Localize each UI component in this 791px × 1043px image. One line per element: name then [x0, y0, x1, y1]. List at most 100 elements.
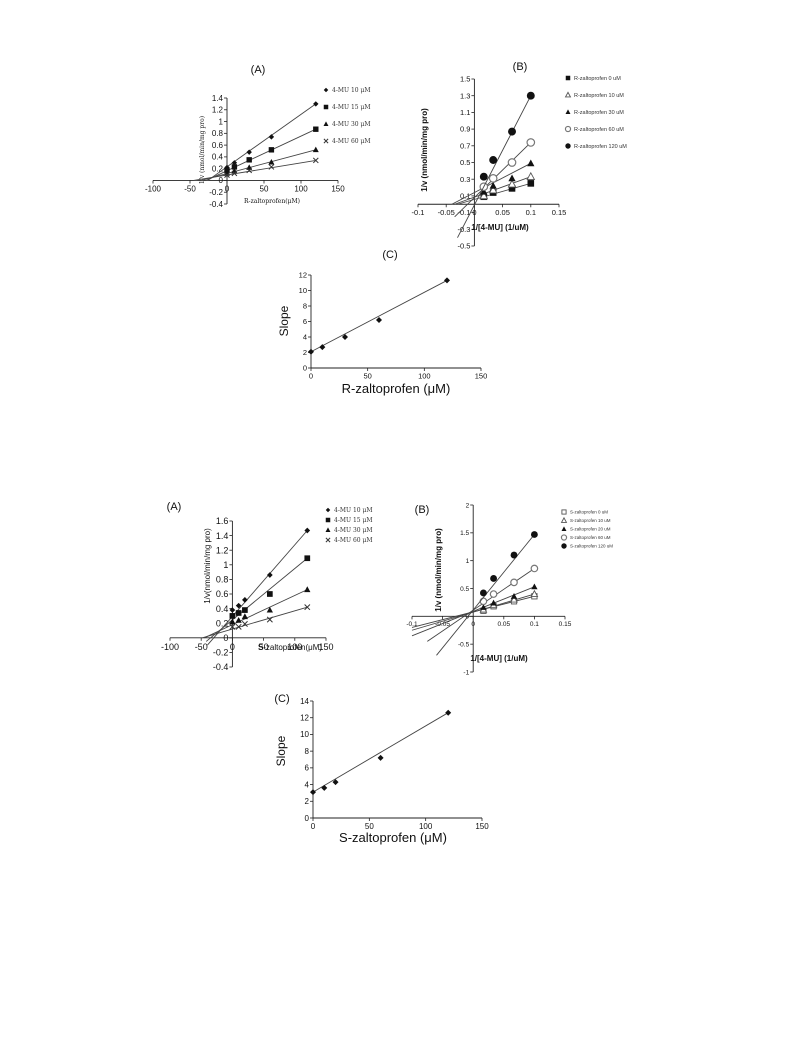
- circle-marker: [561, 543, 567, 549]
- square-marker: [304, 555, 311, 562]
- y-tick-label: -0.4: [213, 662, 229, 672]
- data-series: [308, 277, 450, 355]
- panel-s-c: (C) 0 50 100 150 0 2 4 6 8 10 12 14 S-zaltoprofen (μM…: [274, 693, 489, 845]
- y-tick-label: 1: [466, 558, 470, 565]
- legend-label: 4-MU 10 μM: [334, 507, 373, 514]
- legend-label: 4-MU 60 μM: [334, 537, 373, 544]
- y-tick-label: 1.5: [460, 75, 470, 84]
- x-tick-label: 0: [225, 184, 230, 193]
- x-marker: [268, 164, 275, 170]
- y-tick-label: 1.2: [216, 545, 229, 555]
- triangle-marker: [268, 159, 275, 165]
- data-series: [193, 157, 319, 181]
- triangle-marker: [527, 159, 535, 167]
- data-series: [411, 583, 538, 637]
- diamond-marker: [321, 784, 328, 791]
- open-triangle-marker: [479, 191, 489, 200]
- x-axis-title: R-zaltoprofen (μM): [342, 381, 451, 396]
- data-series: [427, 564, 539, 642]
- y-tick-label: 1.1: [460, 108, 470, 117]
- open-triangle-marker: [510, 595, 518, 603]
- data-series: [454, 138, 536, 218]
- diamond-marker: [342, 334, 348, 340]
- x-tick-label: -50: [195, 642, 208, 652]
- fit-line: [310, 280, 448, 353]
- square-marker: [246, 157, 252, 163]
- square-marker: [313, 126, 319, 132]
- y-tick-label: 2: [303, 348, 307, 357]
- y-tick-label: 0.4: [216, 604, 229, 614]
- diamond-marker: [323, 87, 329, 93]
- x-tick-label: -50: [184, 184, 196, 193]
- open-circle-marker: [488, 174, 498, 183]
- x-tick-label: 50: [259, 642, 269, 652]
- y-tick-label: 2: [466, 502, 470, 509]
- circle-marker: [510, 551, 518, 559]
- x-marker: [304, 604, 311, 611]
- open-triangle-marker: [560, 516, 568, 523]
- legend-label: S-zaltoprofen 0 uM: [570, 510, 608, 515]
- fit-line: [427, 568, 535, 642]
- y-tick-label: 1.4: [212, 94, 224, 103]
- y-tick-label: 0.7: [460, 141, 470, 150]
- triangle-marker: [480, 187, 488, 195]
- triangle-marker: [489, 182, 497, 189]
- diamond-marker: [231, 160, 238, 166]
- triangle-marker: [312, 146, 319, 153]
- x-axis-title: 1/[4-MU] (1/uM): [471, 223, 529, 232]
- diamond-marker: [308, 348, 314, 355]
- x-tick-label: 50: [363, 372, 371, 381]
- y-tick-label: 8: [305, 747, 310, 756]
- legend-item: S-zaltoprofen 10 uM: [560, 516, 611, 523]
- legend-item: S-zaltoprofen 20 uM: [561, 526, 611, 532]
- x-tick-label: -0.05: [438, 208, 455, 217]
- legend-item: R-zaltoprofen 120 uM: [565, 143, 627, 150]
- y-tick-label: -1: [463, 669, 469, 676]
- y-tick-label: -0.4: [209, 200, 223, 209]
- x-tick-label: 150: [475, 372, 488, 381]
- diamond-marker: [313, 101, 319, 107]
- y-axis-title: 1/v (nmol/min/mg pro): [199, 116, 206, 184]
- y-tick-label: 0.2: [216, 618, 229, 628]
- x-marker: [312, 157, 319, 164]
- fit-line: [451, 162, 532, 205]
- fit-line: [312, 712, 449, 793]
- y-axis-title: Slope: [277, 305, 291, 336]
- y-tick-label: 12: [299, 271, 307, 280]
- open-circle-marker: [510, 578, 518, 587]
- open-circle-marker: [530, 564, 539, 573]
- triangle-marker: [323, 121, 329, 126]
- x-tick-label: 50: [365, 822, 374, 831]
- y-tick-label: 1.2: [212, 106, 224, 115]
- open-circle-marker: [479, 597, 488, 606]
- x-marker: [229, 623, 236, 630]
- x-marker: [246, 167, 253, 174]
- fit-line: [193, 159, 316, 181]
- x-axis-title: 1/[4-MU] (1/uM): [470, 654, 528, 663]
- y-tick-label: 1.6: [216, 516, 229, 526]
- diamond-marker: [310, 789, 316, 796]
- legend-item: 4-MU 30 μM: [323, 121, 371, 128]
- data-series: [454, 171, 536, 205]
- panel-s-b: (B)-0.1-0.0500.050.10.15-1-0.500.511.521…: [406, 502, 613, 676]
- x-tick-label: 100: [418, 372, 431, 381]
- open-circle-marker: [489, 590, 498, 598]
- diamond-marker: [235, 602, 242, 609]
- diamond-marker: [304, 527, 311, 534]
- x-marker: [224, 172, 230, 179]
- open-square-marker: [561, 509, 567, 515]
- y-tick-label: -0.5: [458, 641, 470, 648]
- panel-label: (B): [415, 504, 430, 516]
- data-series: [436, 531, 538, 656]
- x-tick-label: 0.1: [526, 208, 536, 217]
- data-series: [207, 101, 319, 181]
- legend-item: S-zaltoprofen 0 uM: [561, 509, 608, 515]
- circle-marker: [480, 589, 487, 597]
- y-tick-label: 14: [300, 697, 309, 706]
- y-tick-label: 0.5: [460, 586, 469, 593]
- x-tick-label: 150: [331, 184, 345, 193]
- open-circle-marker: [507, 158, 517, 167]
- legend-item: R-zaltoprofen 30 uM: [565, 109, 624, 116]
- fit-line: [200, 149, 316, 181]
